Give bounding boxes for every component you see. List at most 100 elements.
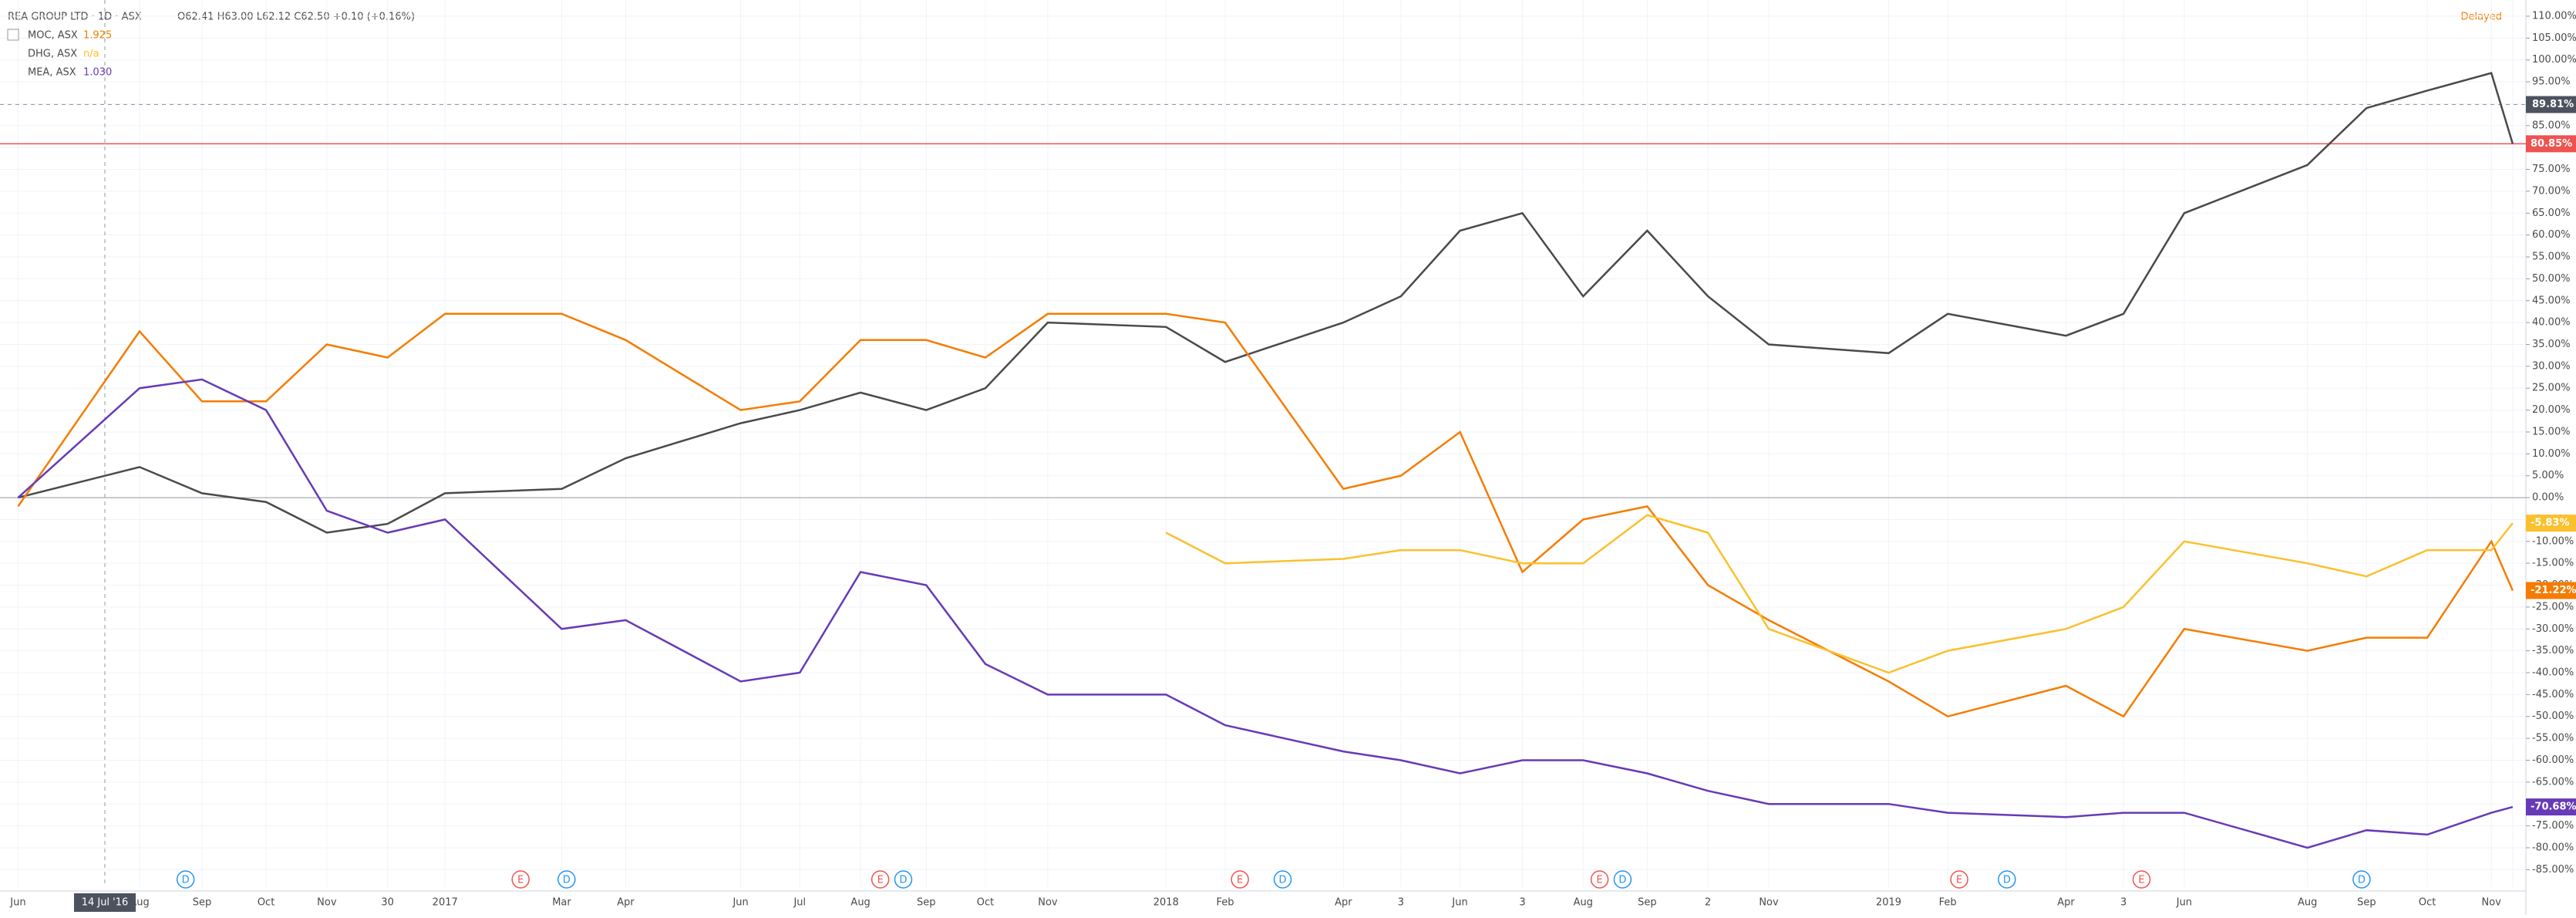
event-label[interactable]: E: [1237, 875, 1243, 886]
y-tick-label: 60.00%: [2532, 229, 2571, 241]
y-tick-label: -60.00%: [2532, 754, 2574, 766]
event-label[interactable]: D: [182, 875, 190, 886]
x-tick-label: Jul: [793, 897, 806, 909]
x-tick-label: Feb: [1939, 897, 1957, 909]
x-tick-label: Nov: [1759, 897, 1779, 909]
event-marker[interactable]: [2352, 870, 2371, 889]
y-tick-label: -55.00%: [2532, 733, 2574, 744]
y-tick-label: 50.00%: [2532, 273, 2571, 285]
y-tick-label: 5.00%: [2532, 470, 2564, 481]
x-tick-label: Sep: [2357, 897, 2376, 909]
legend-toggle[interactable]: [7, 29, 19, 41]
event-marker[interactable]: [1950, 870, 1968, 889]
crosshair-x-label: 14 Jul '16: [82, 897, 129, 909]
x-tick-label: 2: [1705, 897, 1711, 909]
y-tick-label: 10.00%: [2532, 448, 2571, 460]
y-tick-label: 40.00%: [2532, 317, 2571, 329]
y-tick-label: -75.00%: [2532, 820, 2574, 832]
x-tick-label: 3: [2120, 897, 2126, 909]
last-value-label: -5.83%: [2531, 518, 2570, 529]
x-tick-label: Jun: [9, 897, 25, 909]
last-value-box: [2526, 798, 2576, 816]
y-tick-label: -35.00%: [2532, 645, 2574, 656]
event-label[interactable]: E: [877, 875, 884, 886]
x-tick-label: 3: [1398, 897, 1404, 909]
y-tick-label: -15.00%: [2532, 558, 2574, 569]
y-tick-label: -30.00%: [2532, 623, 2574, 635]
y-tick-label: -40.00%: [2532, 667, 2574, 679]
event-label[interactable]: D: [2003, 875, 2011, 886]
last-value-label: 80.85%: [2531, 138, 2572, 150]
y-tick-label: 100.00%: [2532, 54, 2576, 66]
x-tick-label: Sep: [1638, 897, 1657, 909]
event-label[interactable]: D: [1279, 875, 1287, 886]
x-tick-label: Aug: [2298, 897, 2317, 909]
event-marker[interactable]: [1273, 870, 1292, 889]
x-tick-label: Sep: [917, 897, 936, 909]
event-marker[interactable]: [1998, 870, 2016, 889]
event-marker[interactable]: [870, 870, 890, 889]
last-value-label: -21.22%: [2531, 585, 2576, 596]
y-tick-label: 55.00%: [2532, 251, 2571, 263]
x-tick-label: 2017: [433, 897, 458, 909]
x-tick-label: Nov: [317, 897, 337, 909]
legend-name[interactable]: MOC, ASX: [28, 30, 78, 42]
x-tick-label: 3: [1519, 897, 1525, 909]
last-value-box: [2526, 515, 2576, 532]
crosshair-x-box: [74, 893, 136, 912]
x-tick-label: Jun: [1451, 897, 1467, 909]
x-tick-label: Sep: [193, 897, 212, 909]
y-tick-label: -85.00%: [2532, 864, 2574, 876]
event-marker[interactable]: [1590, 870, 1609, 889]
last-value-box: [2526, 135, 2576, 153]
crosshair-y-label: 89.81%: [2532, 99, 2574, 110]
event-label[interactable]: D: [2358, 875, 2366, 886]
x-tick-label: Aug: [1574, 897, 1593, 909]
event-marker[interactable]: [557, 870, 576, 889]
legend-name[interactable]: MEA, ASX: [28, 67, 76, 79]
y-tick-label: 0.00%: [2532, 492, 2564, 504]
y-tick-label: -65.00%: [2532, 776, 2574, 788]
y-tick-label: 85.00%: [2532, 120, 2571, 131]
x-tick-label: Jun: [2176, 897, 2192, 909]
y-tick-label: 20.00%: [2532, 404, 2571, 416]
event-label[interactable]: D: [1618, 875, 1626, 886]
event-label[interactable]: E: [1956, 875, 1962, 886]
last-value-label: -70.68%: [2531, 802, 2576, 813]
y-tick-label: 45.00%: [2532, 295, 2571, 306]
x-tick-label: Jun: [732, 897, 748, 909]
event-marker[interactable]: [894, 870, 913, 889]
series-line: [17, 378, 2514, 849]
symbol-title: REA GROUP LTD · 1D · ASX: [8, 12, 142, 23]
event-label[interactable]: E: [2138, 875, 2144, 886]
y-tick-label: -10.00%: [2532, 535, 2574, 547]
series-line: [17, 312, 2514, 718]
x-tick-label: Aug: [850, 897, 870, 909]
x-tick-label: 2018: [1153, 897, 1179, 909]
y-tick-label: -80.00%: [2532, 842, 2574, 853]
legend-value: 1.030: [83, 67, 112, 79]
x-tick-label: Nov: [1038, 897, 1058, 909]
event-label[interactable]: E: [517, 875, 524, 886]
legend-name[interactable]: DHG, ASX: [28, 49, 77, 60]
series-line: [1165, 514, 2514, 674]
x-tick-label: Apr: [1335, 897, 1352, 909]
event-label[interactable]: D: [899, 875, 907, 886]
event-label[interactable]: E: [1597, 875, 1603, 886]
y-tick-label: 65.00%: [2532, 208, 2571, 219]
event-marker[interactable]: [176, 870, 195, 889]
event-marker[interactable]: [1231, 870, 1249, 889]
delayed-status[interactable]: Delayed: [2460, 12, 2502, 23]
event-marker[interactable]: [2132, 870, 2151, 889]
crosshair-y-box: [2526, 96, 2576, 113]
event-label[interactable]: D: [563, 875, 571, 886]
event-marker[interactable]: [1613, 870, 1632, 889]
event-marker[interactable]: [511, 870, 530, 889]
x-tick-label: Nov: [2482, 897, 2502, 909]
x-tick-label: Feb: [1216, 897, 1234, 909]
x-tick-label: Apr: [2057, 897, 2075, 909]
y-tick-label: 105.00%: [2532, 32, 2576, 44]
